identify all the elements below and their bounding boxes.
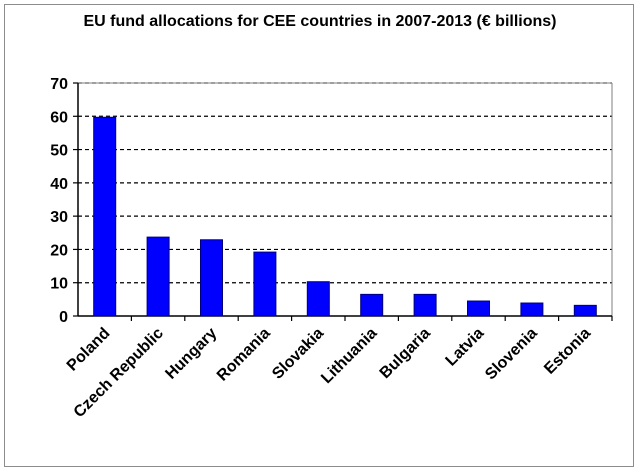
y-tick-label: 20 xyxy=(50,242,68,259)
chart-title: EU fund allocations for CEE countries in… xyxy=(83,13,557,30)
bar-romania xyxy=(253,251,277,317)
bar-czech-republic xyxy=(146,236,170,317)
bar-estonia xyxy=(573,304,597,317)
y-tick-label: 30 xyxy=(50,209,68,226)
y-tick-label: 10 xyxy=(50,276,68,293)
y-tick-label: 0 xyxy=(59,309,68,326)
bar-lithuania xyxy=(360,293,384,317)
bar-bulgaria xyxy=(413,293,437,317)
x-tick-label: Bulgaria xyxy=(377,325,434,382)
y-tick-labels: 0 10 20 30 40 50 60 70 xyxy=(50,76,68,326)
x-tick-label: Slovenia xyxy=(482,325,541,384)
y-tick-label: 50 xyxy=(50,143,68,160)
bar-hungary xyxy=(200,239,223,317)
x-tick-label: Romania xyxy=(214,325,274,385)
x-tick-label: Lithuania xyxy=(318,325,380,387)
bars xyxy=(93,116,597,317)
bar-latvia xyxy=(467,300,490,317)
y-tick-label: 40 xyxy=(50,176,68,193)
x-tick-label: Latvia xyxy=(443,325,488,370)
bar-slovakia xyxy=(306,281,330,317)
y-tick-label: 70 xyxy=(50,76,68,93)
x-tick-label: Poland xyxy=(64,325,114,375)
bar-slovenia xyxy=(520,302,544,317)
x-tick-label: Estonia xyxy=(541,325,594,378)
x-tick-label: Hungary xyxy=(162,325,220,383)
bar-poland xyxy=(93,116,117,317)
x-tick-label: Czech Republic xyxy=(71,325,167,421)
y-tick-label: 60 xyxy=(50,109,68,126)
